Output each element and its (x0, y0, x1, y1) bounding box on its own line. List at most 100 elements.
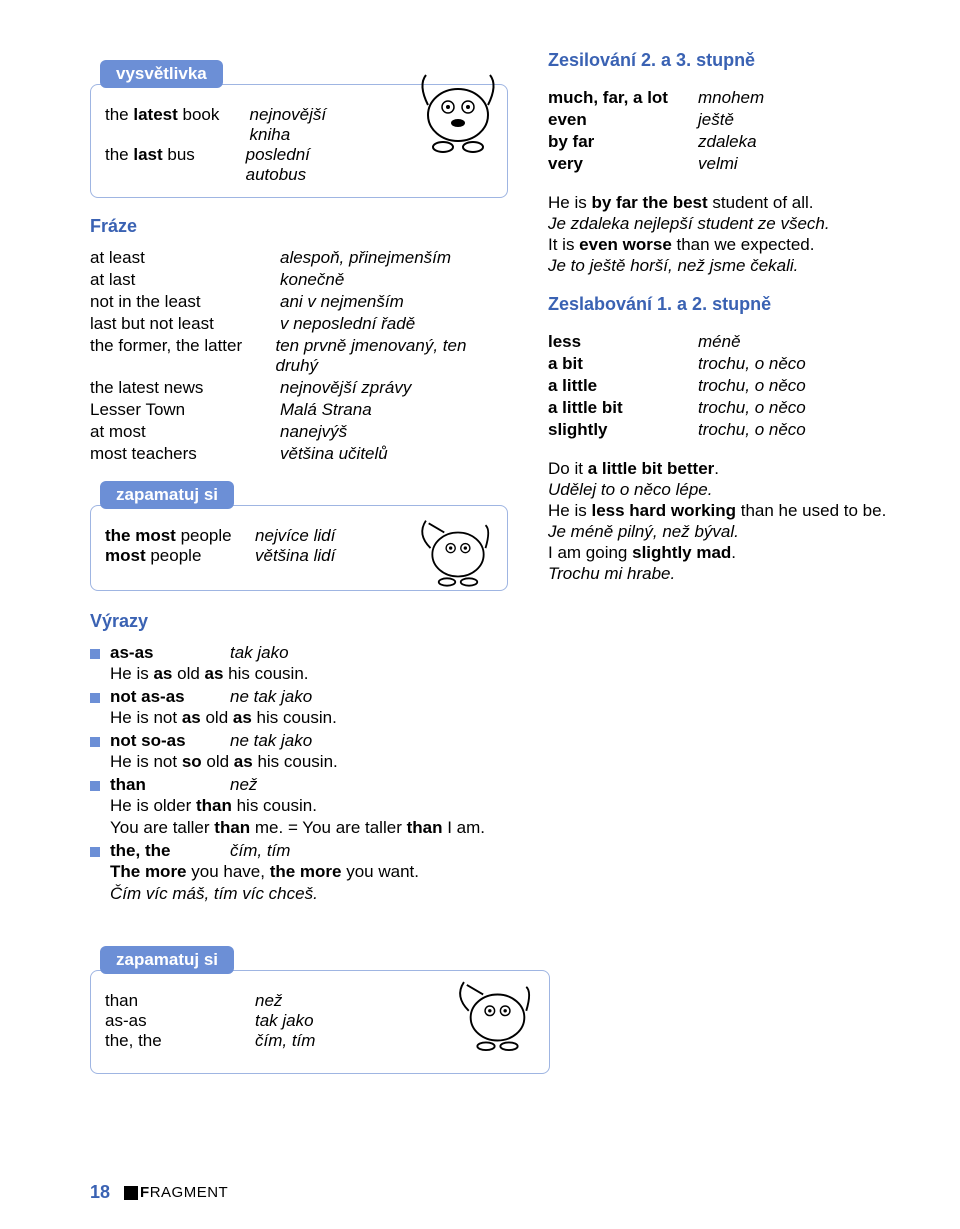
vyrazy-example: He is as old as his cousin. (90, 664, 508, 686)
zapamatuj-en: as-as (105, 1011, 255, 1031)
fraze-en: at last (90, 270, 280, 290)
vyrazy-trans: ne tak jako (230, 687, 312, 707)
fraze-heading: Fráze (90, 216, 508, 237)
zesl-en: a little bit (548, 398, 698, 418)
zapamatuj-callout-1: zapamatuj si the most people nejvíce lid… (90, 481, 508, 591)
zesl-en: a little (548, 376, 698, 396)
vyrazy-trans: tak jako (230, 643, 289, 663)
vyrazy-example: He is not so old as his cousin. (90, 752, 508, 774)
vysvetlivka-tab: vysvětlivka (100, 60, 223, 88)
zes-en: much, far, a lot (548, 88, 698, 108)
cartoon-icon (398, 55, 518, 155)
vysvetlivka-cz: poslední autobus (246, 145, 367, 185)
vyrazy-trans: čím, tím (230, 841, 290, 861)
logo-text-bold: F (140, 1184, 150, 1201)
fraze-cz: ani v nejmenším (280, 292, 404, 312)
zesl-cz: trochu, o něco (698, 420, 806, 440)
square-bullet-icon (90, 737, 100, 747)
vyrazy-item: not as-as ne tak jako (90, 686, 508, 708)
zapamatuj-cz: čím, tím (255, 1031, 315, 1051)
zesilovani-heading: Zesilování 2. a 3. stupně (548, 50, 890, 71)
logo-text: RAGMENT (150, 1184, 229, 1201)
zapamatuj-cz: nejvíce lidí (255, 526, 335, 546)
zesl-cz: trochu, o něco (698, 376, 806, 396)
logo-square-icon (124, 1186, 138, 1200)
fraze-cz: Malá Strana (280, 400, 372, 420)
vyrazy-trans: než (230, 775, 257, 795)
fragment-logo: FRAGMENT (124, 1184, 228, 1201)
fraze-cz: alespoň, přinejmenším (280, 248, 451, 268)
vysvetlivka-en: the latest book (105, 105, 250, 145)
zapamatuj-en: than (105, 991, 255, 1011)
vyrazy-label: than (110, 775, 230, 795)
sentence: He is less hard working than he used to … (548, 501, 890, 521)
vyrazy-heading: Výrazy (90, 611, 508, 632)
sentence-it: Je to ještě horší, než jsme čekali. (548, 256, 890, 276)
fraze-cz: ten prvně jmenovaný, ten druhý (276, 336, 509, 376)
fraze-cz: nanejvýš (280, 422, 347, 442)
fraze-en: Lesser Town (90, 400, 280, 420)
zapamatuj-tab: zapamatuj si (100, 946, 234, 974)
fraze-en: at least (90, 248, 280, 268)
zeslabovani-heading: Zeslabování 1. a 2. stupně (548, 294, 890, 315)
zapamatuj-en: most people (105, 546, 255, 566)
sentence: It is even worse than we expected. (548, 235, 890, 255)
square-bullet-icon (90, 847, 100, 857)
vyrazy-example: You are taller than me. = You are taller… (90, 818, 508, 840)
fraze-table: at leastalespoň, přinejmenším at lastkon… (90, 247, 508, 465)
sentence-it: Je méně pilný, než býval. (548, 522, 890, 542)
vyrazy-list: as-as tak jako He is as old as his cousi… (90, 642, 508, 906)
vyrazy-example: The more you have, the more you want. (90, 862, 508, 884)
zesl-cz: trochu, o něco (698, 354, 806, 374)
zes-cz: zdaleka (698, 132, 757, 152)
fraze-cz: většina učitelů (280, 444, 388, 464)
zesl-en: a bit (548, 354, 698, 374)
fraze-en: most teachers (90, 444, 280, 464)
sentence: I am going slightly mad. (548, 543, 890, 563)
vyrazy-example: He is older than his cousin. (90, 796, 508, 818)
zes-cz: mnohem (698, 88, 764, 108)
vyrazy-example-it: Čím víc máš, tím víc chceš. (90, 884, 508, 906)
zeslabovani-sentences: Do it a little bit better. Udělej to o n… (548, 459, 890, 584)
zeslabovani-table: lessméně a bittrochu, o něco a littletro… (548, 331, 890, 441)
right-column: Zesilování 2. a 3. stupně much, far, a l… (548, 50, 890, 906)
square-bullet-icon (90, 781, 100, 791)
fraze-en: the latest news (90, 378, 280, 398)
vysvetlivka-callout: vysvětlivka the latest book nejnovější k… (90, 60, 508, 198)
left-column: vysvětlivka the latest book nejnovější k… (90, 50, 508, 906)
vysvetlivka-cz: nejnovější kniha (250, 105, 367, 145)
vyrazy-item: the, the čím, tím (90, 840, 508, 862)
fraze-en: the former, the latter (90, 336, 276, 376)
zapamatuj-tab: zapamatuj si (100, 481, 234, 509)
sentence-it: Trochu mi hrabe. (548, 564, 890, 584)
fraze-en: not in the least (90, 292, 280, 312)
zes-en: very (548, 154, 698, 174)
fraze-en: last but not least (90, 314, 280, 334)
zapamatuj-cz: tak jako (255, 1011, 314, 1031)
vyrazy-item: as-as tak jako (90, 642, 508, 664)
zesl-cz: méně (698, 332, 741, 352)
cartoon-icon (403, 496, 513, 591)
sentence-it: Udělej to o něco lépe. (548, 480, 890, 500)
zapamatuj-en: the most people (105, 526, 255, 546)
zes-cz: ještě (698, 110, 734, 130)
zapamatuj-cz: než (255, 991, 282, 1011)
vyrazy-example: He is not as old as his cousin. (90, 708, 508, 730)
zapamatuj-callout-2: zapamatuj si thannež as-astak jako the, … (90, 946, 550, 1074)
page-footer: 18 FRAGMENT (90, 1182, 228, 1203)
sentence: Do it a little bit better. (548, 459, 890, 479)
vysvetlivka-row: the last bus poslední autobus (105, 145, 367, 185)
vyrazy-item: not so-as ne tak jako (90, 730, 508, 752)
zesl-en: less (548, 332, 698, 352)
vyrazy-label: as-as (110, 643, 230, 663)
zapamatuj-cz: většina lidí (255, 546, 335, 566)
main-two-column-layout: vysvětlivka the latest book nejnovější k… (90, 50, 890, 906)
zesilovani-sentences: He is by far the best student of all. Je… (548, 193, 890, 276)
vyrazy-label: the, the (110, 841, 230, 861)
zapamatuj-en: the, the (105, 1031, 255, 1051)
fraze-cz: v neposlední řadě (280, 314, 415, 334)
vysvetlivka-row: the latest book nejnovější kniha (105, 105, 367, 145)
vyrazy-trans: ne tak jako (230, 731, 312, 751)
zes-en: even (548, 110, 698, 130)
vyrazy-label: not as-as (110, 687, 230, 707)
